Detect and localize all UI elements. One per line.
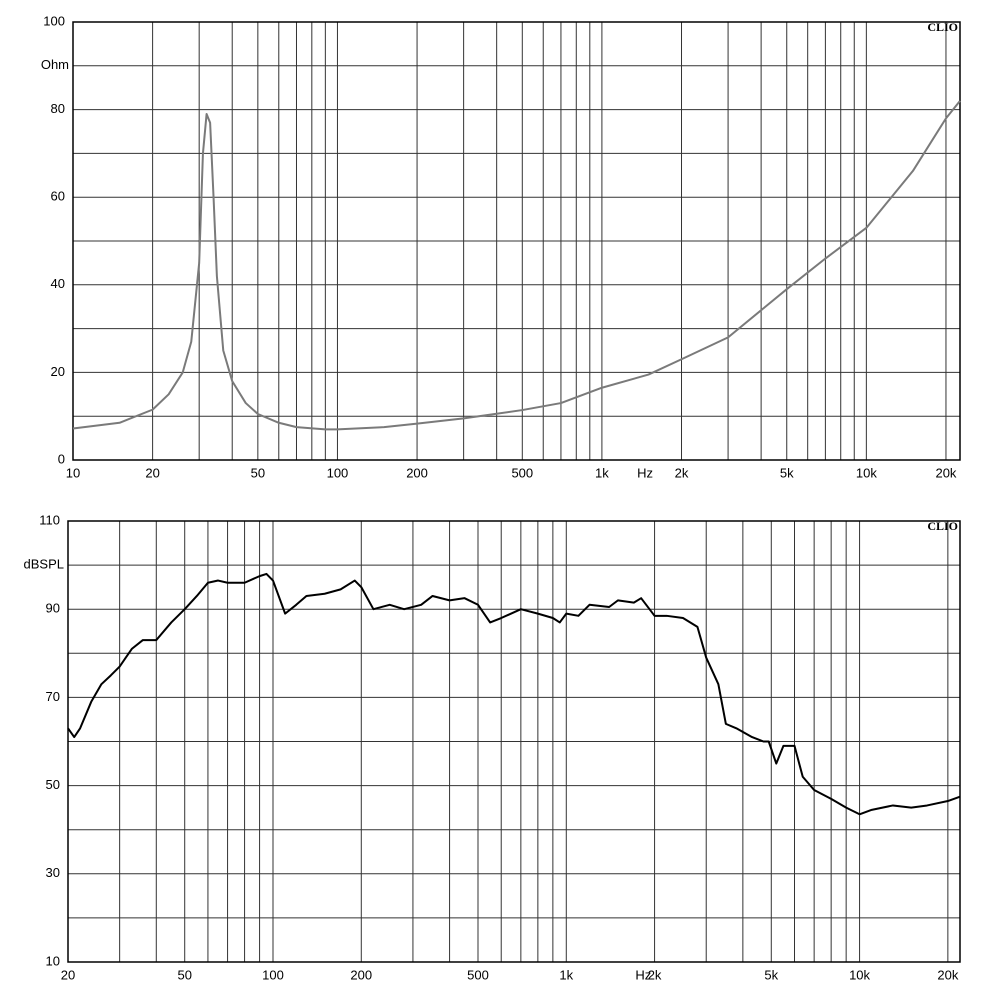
x-tick-label: 200 — [406, 465, 428, 480]
y-tick-label: 110 — [39, 512, 60, 527]
brand: CLIO — [927, 519, 958, 533]
plot-frame — [67, 520, 961, 963]
y-tick-label: 50 — [46, 777, 60, 792]
data-line — [67, 572, 961, 816]
x-tick-label: 10k — [856, 465, 877, 480]
y-tick-label: 90 — [46, 601, 60, 616]
y-tick-label: 100 — [43, 13, 65, 28]
plot-frame — [72, 21, 961, 461]
x-tick-label: 200 — [350, 967, 372, 982]
x-tick-label: 100 — [262, 967, 284, 982]
x-tick-label: 20 — [145, 465, 159, 480]
y-tick-label: 20 — [51, 364, 65, 379]
y-tick-label: 40 — [51, 276, 65, 291]
y-tick-label: 60 — [51, 189, 65, 204]
y-tick-label: 70 — [46, 689, 60, 704]
x-tick-label: 50 — [177, 967, 191, 982]
x-tick-label: 500 — [467, 967, 489, 982]
x-tick-label: 500 — [511, 465, 533, 480]
x-tick-label: 20k — [937, 967, 958, 982]
x-tick-label: 10 — [66, 465, 80, 480]
x-tick-label: 20k — [935, 465, 956, 480]
x-tick-label: 5k — [764, 967, 778, 982]
x-tick-label: 1k — [595, 465, 609, 480]
x-tick-label: 10k — [849, 967, 870, 982]
y-tick-label: 30 — [46, 865, 60, 880]
x-axis-label: Hz — [635, 967, 651, 982]
y-axis-label: Ohm — [41, 57, 69, 72]
x-tick-label: 100 — [327, 465, 349, 480]
brand: CLIO — [927, 20, 958, 34]
y-tick-label: 80 — [51, 101, 65, 116]
x-tick-label: 1k — [559, 967, 573, 982]
x-tick-label: 20 — [61, 967, 75, 982]
y-axis-label: dBSPL — [24, 557, 64, 572]
x-tick-label: 2k — [648, 967, 662, 982]
x-tick-label: 50 — [251, 465, 265, 480]
y-tick-label: 0 — [58, 451, 65, 466]
y-tick-label: 10 — [46, 953, 60, 968]
x-tick-label: 5k — [780, 465, 794, 480]
data-line — [72, 100, 961, 431]
x-tick-label: 2k — [675, 465, 689, 480]
x-axis-label: Hz — [637, 465, 653, 480]
